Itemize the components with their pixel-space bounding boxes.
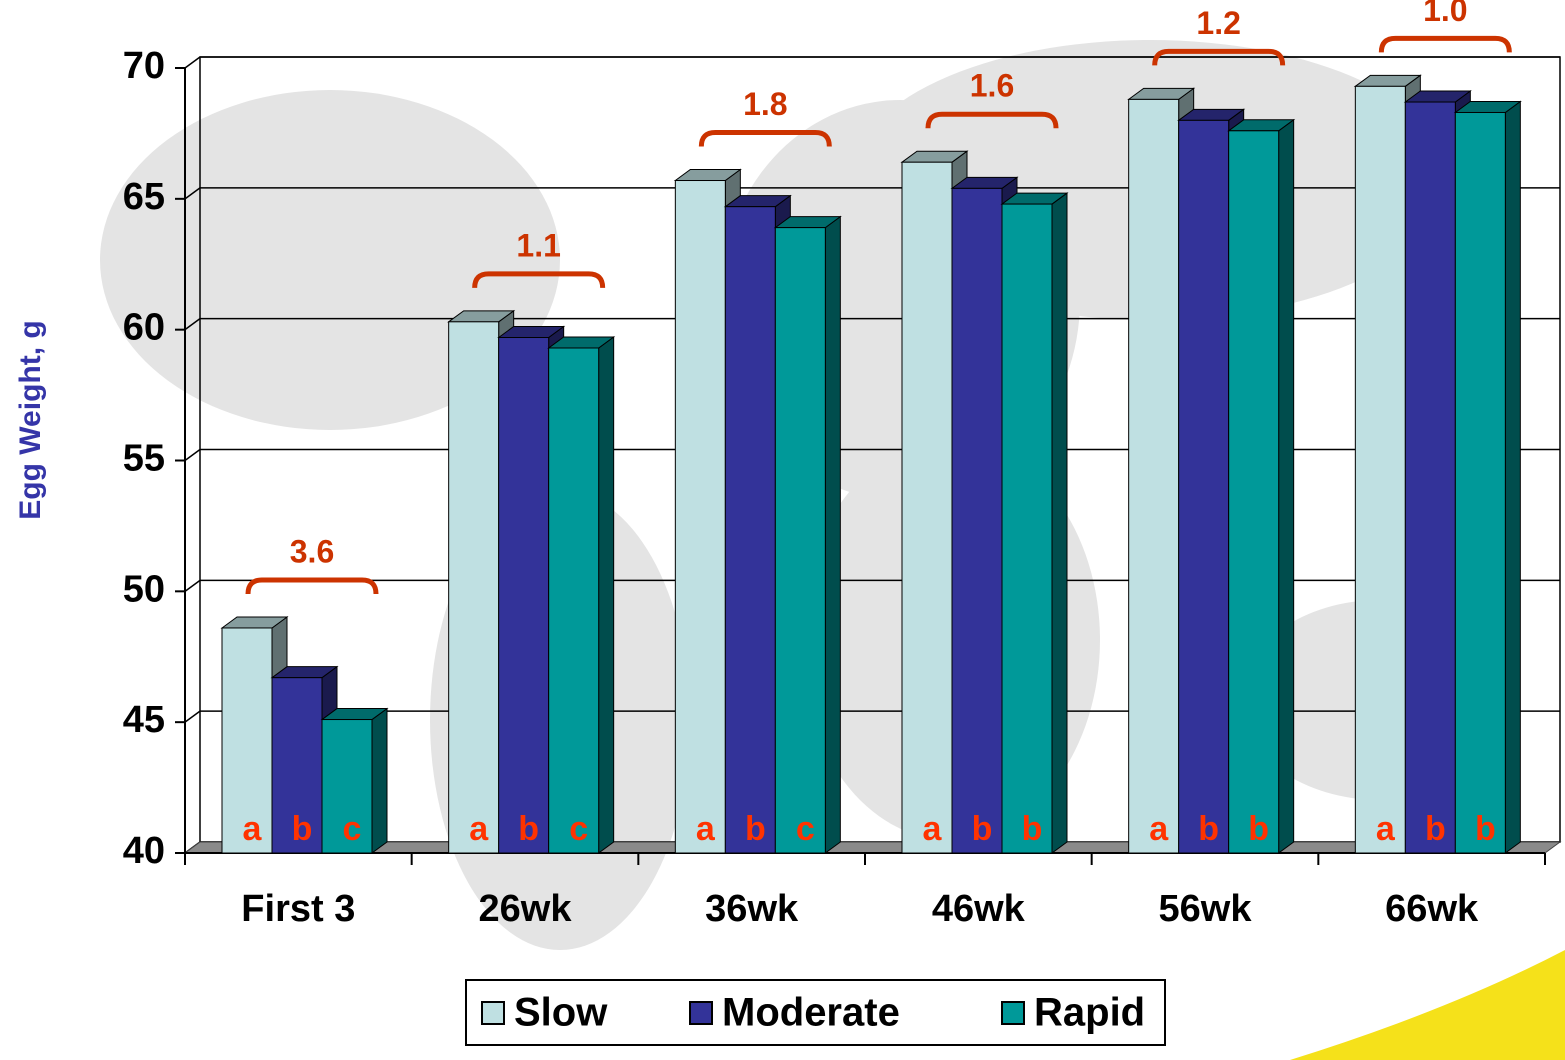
bar-front [271, 677, 323, 854]
bar-side [824, 215, 841, 854]
difference-bracket [245, 577, 379, 595]
legend-swatch [481, 1001, 505, 1025]
difference-label: 1.1 [516, 227, 560, 263]
bar-front [1354, 85, 1406, 854]
y-tick-label: 60 [123, 307, 165, 349]
difference-label: 3.6 [290, 533, 334, 569]
difference-bracket [1378, 35, 1512, 53]
bar-front [674, 180, 726, 854]
y-tick-label: 65 [123, 176, 165, 218]
significance-letter: b [518, 810, 539, 848]
bar-side [598, 335, 615, 854]
significance-letter: b [1248, 810, 1269, 848]
y-tick-label: 55 [123, 438, 165, 480]
bar-front [1404, 101, 1456, 854]
bar [320, 707, 389, 854]
y-tick-depth [184, 579, 201, 592]
significance-letter: c [343, 810, 362, 848]
significance-letter: b [292, 810, 313, 848]
difference-bracket [925, 111, 1059, 129]
bar-front [321, 719, 373, 854]
y-tick-depth [184, 56, 201, 69]
bar-front [1228, 130, 1280, 854]
bar-front [448, 321, 500, 854]
bar-front [1001, 203, 1053, 854]
y-tick-label: 45 [123, 699, 165, 741]
y-tick-label: 70 [123, 45, 165, 87]
significance-letter: a [243, 810, 263, 848]
significance-letter: a [696, 810, 716, 848]
significance-letter: b [1198, 810, 1219, 848]
difference-label: 1.2 [1196, 5, 1240, 41]
x-tick-label: 36wk [705, 888, 799, 930]
bar-front [901, 161, 953, 854]
significance-letter: b [1425, 810, 1446, 848]
bar-side [1278, 118, 1295, 854]
difference-label: 1.0 [1423, 0, 1467, 28]
bar-front [774, 227, 826, 854]
legend-label: Rapid [1034, 991, 1145, 1035]
significance-letter: b [972, 810, 993, 848]
legend: Slow Moderate Rapid [481, 991, 1145, 1035]
difference-bracket [698, 130, 832, 147]
x-tick-label: 56wk [1159, 888, 1253, 930]
significance-letter: c [569, 810, 588, 848]
floor [183, 841, 1562, 854]
bar [773, 215, 842, 854]
significance-letter: a [1376, 810, 1396, 848]
significance-letter: c [796, 810, 815, 848]
x-tick-label: 66wk [1385, 888, 1479, 930]
significance-letter: a [469, 810, 489, 848]
bar-front [951, 187, 1003, 854]
significance-letter: b [1022, 810, 1043, 848]
x-tick-label: First 3 [241, 888, 355, 930]
legend-label: Moderate [722, 991, 900, 1035]
difference-label: 1.8 [743, 86, 787, 122]
yellow-swoosh [1290, 950, 1565, 1060]
bar-front [724, 206, 776, 854]
x-tick-label: 46wk [932, 888, 1026, 930]
bar [1453, 100, 1522, 854]
significance-letter: b [1475, 810, 1496, 848]
bar [1227, 118, 1296, 854]
legend-swatch [689, 1001, 713, 1025]
y-axis-label: Egg Weight, g [14, 320, 47, 519]
y-tick-depth [184, 448, 201, 462]
significance-letter: b [745, 810, 766, 848]
bar-front [1128, 98, 1180, 854]
y-tick-depth [184, 710, 201, 723]
difference-bracket [472, 271, 606, 288]
legend-box [465, 979, 1166, 1046]
bar [1000, 192, 1069, 854]
significance-letter: a [923, 810, 943, 848]
bar [547, 335, 616, 854]
bar-side [1051, 192, 1068, 854]
bar-front [548, 347, 600, 854]
y-tick-depth [184, 318, 201, 331]
bar-side [371, 707, 388, 854]
legend-swatch [1001, 1001, 1025, 1025]
difference-bracket [1152, 48, 1286, 66]
bar-front [1454, 111, 1506, 854]
bar-front [1178, 119, 1230, 854]
legend-label: Slow [514, 991, 608, 1035]
y-tick-depth [184, 187, 201, 200]
difference-label: 1.6 [970, 68, 1014, 104]
y-tick-label: 50 [123, 568, 165, 610]
significance-letter: a [1149, 810, 1169, 848]
bar-front [498, 337, 550, 854]
x-tick-label: 26wk [479, 888, 573, 930]
y-tick-label: 40 [123, 830, 165, 872]
bar-side [1504, 100, 1521, 854]
